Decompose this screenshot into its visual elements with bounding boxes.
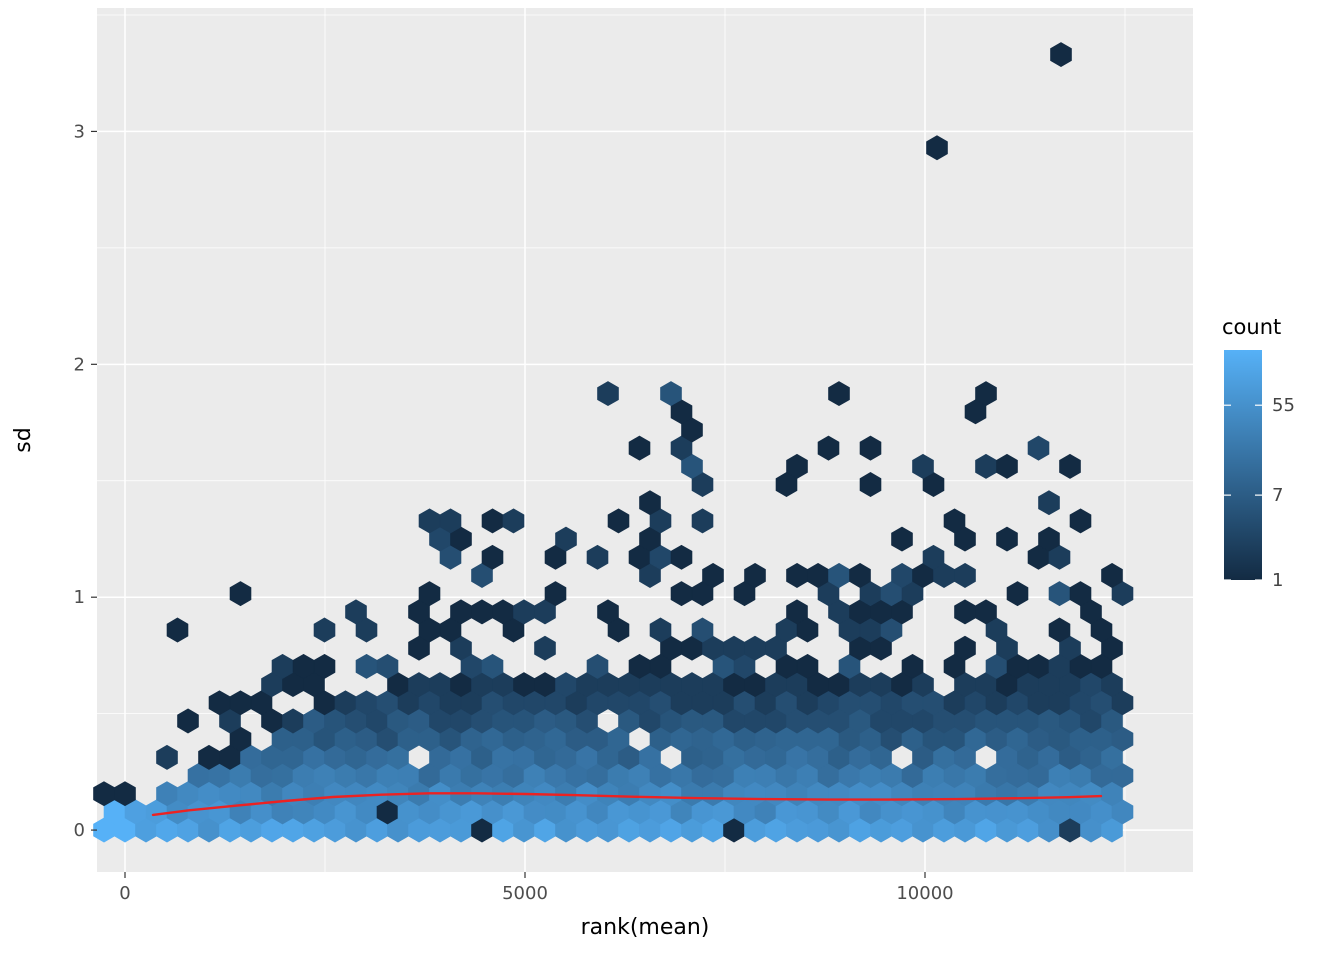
hex-bin <box>922 544 945 570</box>
hex-bin <box>786 599 808 625</box>
x-tick-label: 10000 <box>896 883 953 904</box>
hex-bin <box>1059 453 1081 479</box>
hex-bin <box>859 472 882 498</box>
hex-bin <box>114 781 136 807</box>
hex-bin <box>1048 617 1071 643</box>
hex-bin <box>555 526 577 552</box>
hex-bin <box>744 562 766 588</box>
hex-bin <box>229 581 252 607</box>
hexbin-layer <box>93 42 1134 843</box>
hex-bin <box>996 526 1018 552</box>
hex-bin <box>586 544 609 570</box>
hex-bin <box>439 508 462 534</box>
y-tick-label: 3 <box>74 121 85 142</box>
legend-tick-label: 1 <box>1272 570 1283 591</box>
x-axis-title: rank(mean) <box>581 915 710 940</box>
legend-tick-label: 55 <box>1272 395 1295 416</box>
smooth-line <box>151 792 1103 817</box>
hex-bin <box>691 508 714 534</box>
hex-bin <box>943 508 966 534</box>
hex-bin <box>313 617 336 643</box>
hex-bin <box>502 508 525 534</box>
legend-title: count <box>1222 315 1281 339</box>
hex-bin <box>649 617 672 643</box>
hex-bin <box>828 381 850 407</box>
hex-bin <box>481 653 504 679</box>
hex-bin <box>670 544 693 570</box>
y-axis: 0 1 2 3 <box>74 121 97 841</box>
legend: 55 7 1 <box>1224 350 1295 591</box>
hex-bin <box>544 581 567 607</box>
x-tick-label: 5000 <box>502 883 548 904</box>
hex-bin <box>1069 508 1092 534</box>
hex-bin <box>376 653 399 679</box>
hex-bin <box>597 381 619 407</box>
legend-colorbar <box>1224 350 1262 580</box>
hex-bin <box>1038 526 1060 552</box>
hex-bin <box>1006 581 1029 607</box>
hex-bin <box>597 599 619 625</box>
hex-bin <box>607 508 630 534</box>
hex-bin <box>156 744 178 770</box>
legend-tick-label: 7 <box>1272 485 1283 506</box>
x-tick-label: 0 <box>119 883 130 904</box>
hex-bin <box>817 435 840 461</box>
hex-bin <box>177 708 199 734</box>
hex-bin <box>912 453 934 479</box>
hex-bin <box>975 599 997 625</box>
hex-bin <box>859 435 882 461</box>
hex-bin <box>1069 581 1092 607</box>
chart-render-layer: 0 5000 10000 0 1 2 3 55 7 1 <box>74 8 1295 904</box>
x-axis: 0 5000 10000 <box>119 872 954 904</box>
outlier-hex <box>926 135 948 161</box>
hex-bin <box>586 653 609 679</box>
hex-bin <box>313 653 336 679</box>
hex-bin <box>786 453 808 479</box>
hex-bin <box>996 453 1018 479</box>
outlier-hex <box>1050 42 1072 68</box>
hex-bin <box>954 562 976 588</box>
hex-bin <box>901 653 924 679</box>
y-tick-label: 0 <box>74 820 85 841</box>
hex-bin <box>1101 562 1123 588</box>
hex-bin <box>796 653 819 679</box>
hex-bin <box>891 526 913 552</box>
hex-bin <box>849 562 871 588</box>
hex-bin <box>1038 490 1060 516</box>
hex-bin <box>660 381 682 407</box>
hex-bin <box>534 635 556 661</box>
hex-bin <box>628 435 651 461</box>
hex-bin <box>481 544 504 570</box>
y-axis-title: sd <box>11 427 36 452</box>
hex-bin <box>345 599 367 625</box>
hex-bin <box>702 562 724 588</box>
hex-bin <box>166 617 189 643</box>
hex-bin <box>1027 435 1050 461</box>
y-tick-label: 1 <box>74 587 85 608</box>
y-tick-label: 2 <box>74 354 85 375</box>
hex-bin <box>639 490 661 516</box>
hex-bin <box>975 381 997 407</box>
hex-bin <box>954 635 976 661</box>
hex-bin <box>418 581 441 607</box>
hex-bin <box>691 617 714 643</box>
